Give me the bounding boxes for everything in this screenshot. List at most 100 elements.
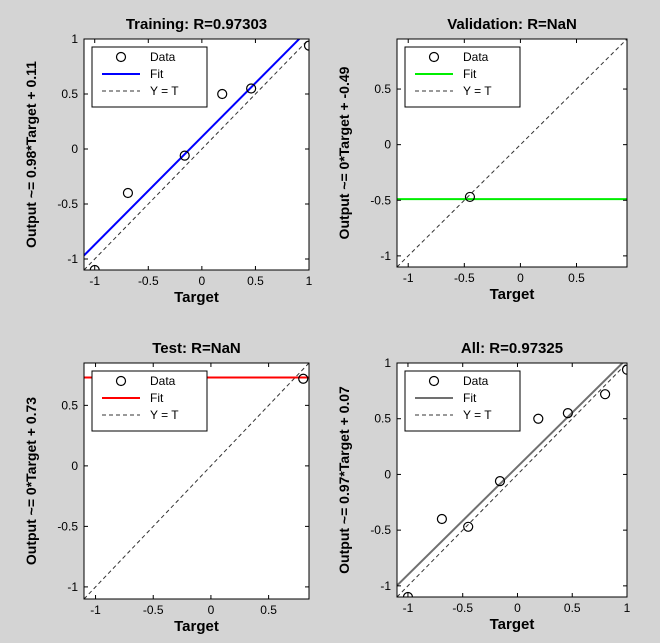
- data-point: [179, 150, 190, 161]
- legend-label-fit: Fit: [463, 391, 477, 405]
- y-tick-label: 1: [71, 32, 78, 46]
- legend-label-data: Data: [463, 374, 489, 388]
- x-tick-label: 0: [517, 271, 524, 285]
- y-tick-label: -1: [67, 252, 78, 266]
- legend: Data Fit Y = T: [404, 370, 521, 432]
- legend-label-identity: Y = T: [150, 84, 179, 98]
- subplot-4: -1 -0.5 0 0.5 1 -1 -0.5 0 0.5 1 All: R=0.97325 Targ…: [336, 340, 631, 633]
- y-tick-label: 0: [71, 142, 78, 156]
- y-tick-label: -0.5: [370, 193, 391, 207]
- y-axis-label: Output ~= 0*Target + -0.49: [336, 66, 352, 239]
- x-tick-label: 1: [624, 601, 631, 615]
- data-point: [562, 408, 573, 419]
- data-point: [246, 83, 257, 94]
- x-tick-label: 0.5: [564, 601, 581, 615]
- x-tick-label: -1: [403, 271, 414, 285]
- legend: Data Fit Y = T: [91, 46, 208, 108]
- y-tick-label: -0.5: [57, 197, 78, 211]
- fit-line: [397, 363, 624, 587]
- data-point: [464, 191, 476, 203]
- x-tick-label: -0.5: [143, 603, 164, 617]
- x-axis-label: Target: [490, 286, 535, 303]
- subplot-2: -1 -0.5 0 0.5 -1 -0.5 0 0.5 Validation: R=NaN Tar…: [336, 16, 628, 303]
- chart-title: Training: R=0.97303: [126, 16, 267, 33]
- data-point: [463, 521, 474, 532]
- legend: Data Fit Y = T: [404, 46, 521, 108]
- y-axis-label: Output ~= 0*Target + 0.73: [23, 397, 39, 565]
- y-tick-label: 0: [71, 459, 78, 473]
- y-tick-label: -0.5: [57, 519, 78, 533]
- legend-box: [404, 46, 521, 108]
- legend-label-data: Data: [150, 50, 176, 64]
- legend-label-identity: Y = T: [463, 84, 492, 98]
- plot-content: [397, 363, 627, 597]
- x-tick-label: 0: [208, 603, 215, 617]
- x-tick-label: -0.5: [138, 274, 159, 288]
- x-tick-label: 1: [306, 274, 313, 288]
- data-point: [217, 88, 228, 100]
- x-tick-label: 0.5: [260, 603, 277, 617]
- y-tick-label: -1: [380, 249, 391, 263]
- data-point: [494, 476, 506, 487]
- y-tick-label: 0: [384, 138, 391, 152]
- axes-frame: [83, 38, 310, 271]
- x-tick-label: -1: [89, 274, 100, 288]
- x-tick-label: 0: [514, 601, 521, 615]
- legend: Data Fit Y = T: [91, 370, 208, 432]
- identity-line: [397, 363, 627, 597]
- data-point: [436, 513, 448, 525]
- chart-title: All: R=0.97325: [461, 340, 563, 357]
- legend-marker-data: [428, 375, 440, 387]
- subplot-1: -1 -0.5 0 0.5 1 -1 -0.5 0 0.5 1 Training: R=0.9730…: [23, 16, 313, 306]
- y-tick-label: 0: [384, 467, 391, 481]
- identity-line: [84, 363, 309, 599]
- plot-content: [397, 39, 627, 267]
- axes-frame: [396, 38, 628, 268]
- x-tick-label: 0: [199, 274, 206, 288]
- y-tick-label: 1: [384, 356, 391, 370]
- x-tick-label: -1: [403, 601, 414, 615]
- legend-label-fit: Fit: [463, 67, 477, 81]
- data-point: [533, 413, 544, 424]
- data-point: [122, 187, 134, 199]
- legend-box: [404, 370, 521, 432]
- x-tick-label: -1: [90, 603, 101, 617]
- y-tick-label: -1: [380, 579, 391, 593]
- legend-label-data: Data: [463, 50, 489, 64]
- legend-label-identity: Y = T: [150, 408, 179, 422]
- y-tick-label: -0.5: [370, 523, 391, 537]
- legend-marker-data: [428, 51, 440, 63]
- axes-frame: [83, 362, 310, 600]
- subplot-3: -1 -0.5 0 0.5 -1 -0.5 0 0.5 Test: R=NaN Target Out…: [23, 340, 310, 635]
- y-tick-label: 0.5: [374, 82, 391, 96]
- x-axis-label: Target: [174, 289, 219, 306]
- y-axis-label: Output ~= 0.97*Target + 0.07: [336, 386, 352, 574]
- chart-title: Test: R=NaN: [152, 340, 241, 357]
- y-tick-label: 0.5: [61, 398, 78, 412]
- plot-content: [84, 39, 309, 270]
- data-point: [89, 264, 100, 270]
- y-axis-label: Output ~= 0.98*Target + 0.11: [23, 61, 39, 248]
- x-tick-label: 0.5: [247, 274, 264, 288]
- identity-line: [397, 39, 627, 267]
- x-tick-label: -0.5: [452, 601, 473, 615]
- legend-marker-data: [115, 375, 127, 387]
- y-tick-label: -1: [67, 580, 78, 594]
- data-point: [599, 389, 611, 400]
- legend-box: [91, 46, 208, 108]
- fit-line: [84, 39, 301, 257]
- legend-marker-data: [115, 51, 127, 63]
- legend-label-fit: Fit: [150, 391, 164, 405]
- axes-frame: [396, 362, 628, 598]
- y-tick-label: 0.5: [61, 87, 78, 101]
- x-tick-label: -0.5: [454, 271, 475, 285]
- y-tick-label: 0.5: [374, 412, 391, 426]
- legend-label-data: Data: [150, 374, 176, 388]
- data-point: [303, 40, 309, 51]
- legend-box: [91, 370, 208, 432]
- x-axis-label: Target: [490, 616, 535, 633]
- identity-line: [84, 39, 309, 270]
- data-point: [621, 364, 627, 375]
- legend-label-fit: Fit: [150, 67, 164, 81]
